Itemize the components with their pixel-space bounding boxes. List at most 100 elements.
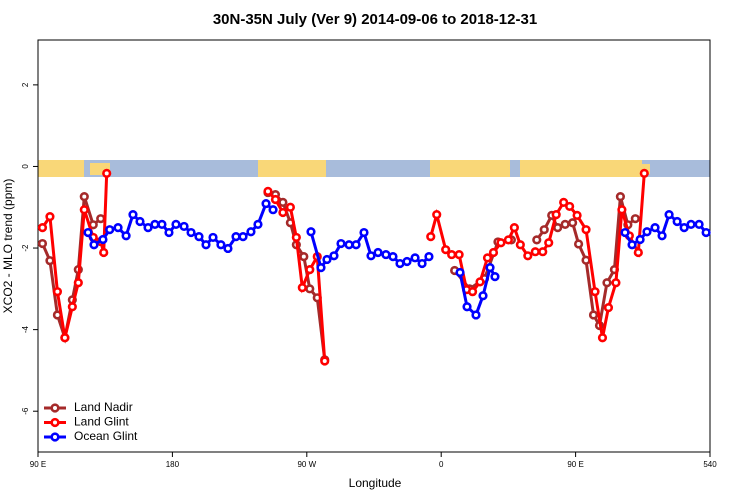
series-marker [402,256,412,267]
series-marker [359,227,369,238]
y-tick-label: 2 [21,82,30,87]
series-marker [60,333,70,343]
series-marker [588,310,599,320]
series-marker [650,223,660,233]
series-marker [79,205,89,215]
series-marker [635,234,645,245]
series-marker [538,247,548,257]
y-tick-label: -4 [21,326,30,334]
land-band [520,160,642,177]
series-marker [381,249,391,260]
series-marker [83,227,93,238]
series-marker [572,210,582,221]
series-marker [664,209,674,220]
series-marker [186,227,196,238]
series-marker [388,252,398,262]
series-marker [455,267,465,278]
series-marker [630,214,640,224]
series-marker [686,219,696,229]
series-marker [299,252,309,262]
series-marker [143,223,153,233]
series-marker [424,252,434,262]
series-marker [98,234,108,245]
series-marker [679,223,689,233]
series-marker [447,249,457,260]
series-marker [657,231,667,241]
series-marker [490,271,500,282]
series-marker [113,223,123,233]
series-marker [441,245,451,255]
series-marker [150,219,160,229]
series-marker [105,225,115,235]
series-marker [488,247,499,258]
series-marker [639,168,649,178]
y-tick-label: -2 [21,244,30,252]
x-tick-label: 0 [439,460,444,469]
legend-label: Land Nadir [74,400,133,414]
x-tick-label: 90 W [297,460,316,469]
series-marker [291,232,301,243]
series-marker [694,219,704,229]
series-marker [701,227,711,238]
series-marker [73,278,83,288]
land-band [258,160,326,177]
series-marker [633,247,643,258]
series-marker [620,227,630,238]
series-marker [278,207,288,218]
series-marker [573,239,584,249]
series-marker [306,227,316,237]
series-marker [171,219,181,229]
series-marker [642,227,652,237]
series-marker [559,197,569,207]
series-marker [246,227,256,237]
series-marker [617,205,627,215]
series-marker [351,240,361,250]
series-marker [45,256,55,266]
series-marker [509,223,519,233]
chart-title: 30N-35N July (Ver 9) 2014-09-06 to 2018-… [213,11,537,28]
series-marker [581,225,591,235]
series-marker [179,221,189,232]
y-axis-label: XCO2 - MLO trend (ppm) [1,179,15,314]
series-marker [373,247,383,258]
x-tick-label: 90 E [567,460,583,469]
series-marker [270,194,281,205]
series-marker [530,247,540,257]
series-marker [194,232,204,242]
series-marker [482,253,493,263]
series-marker [157,219,167,229]
legend-marker [50,432,60,442]
series-marker [164,227,174,238]
series-marker [395,258,405,269]
series-marker [432,209,442,220]
x-tick-label: 180 [166,460,180,469]
series-marker [344,240,354,250]
series-marker [102,168,112,178]
series-marker [297,283,307,293]
series-marker [611,278,621,288]
series-marker [672,216,682,227]
series-marker [454,249,464,260]
legend-label: Ocean Glint [74,429,138,443]
series-marker [201,240,211,250]
series-marker [231,232,241,242]
series-marker [503,235,514,245]
series-marker [316,263,326,273]
series-marker [89,240,99,250]
series-marker [366,251,376,261]
x-tick-label: 90 E [30,460,46,469]
series [37,168,649,366]
x-tick-label: 540 [703,460,717,469]
series-marker [121,231,131,241]
series-line [267,191,327,360]
series-marker [475,277,485,287]
series-marker [128,209,138,220]
series-marker [568,218,578,228]
series-marker [485,263,495,273]
series-marker [208,232,218,243]
series-marker [329,251,339,261]
land-band [38,160,84,177]
series-line [266,190,327,362]
series-marker [597,333,608,343]
series-marker [263,186,273,196]
